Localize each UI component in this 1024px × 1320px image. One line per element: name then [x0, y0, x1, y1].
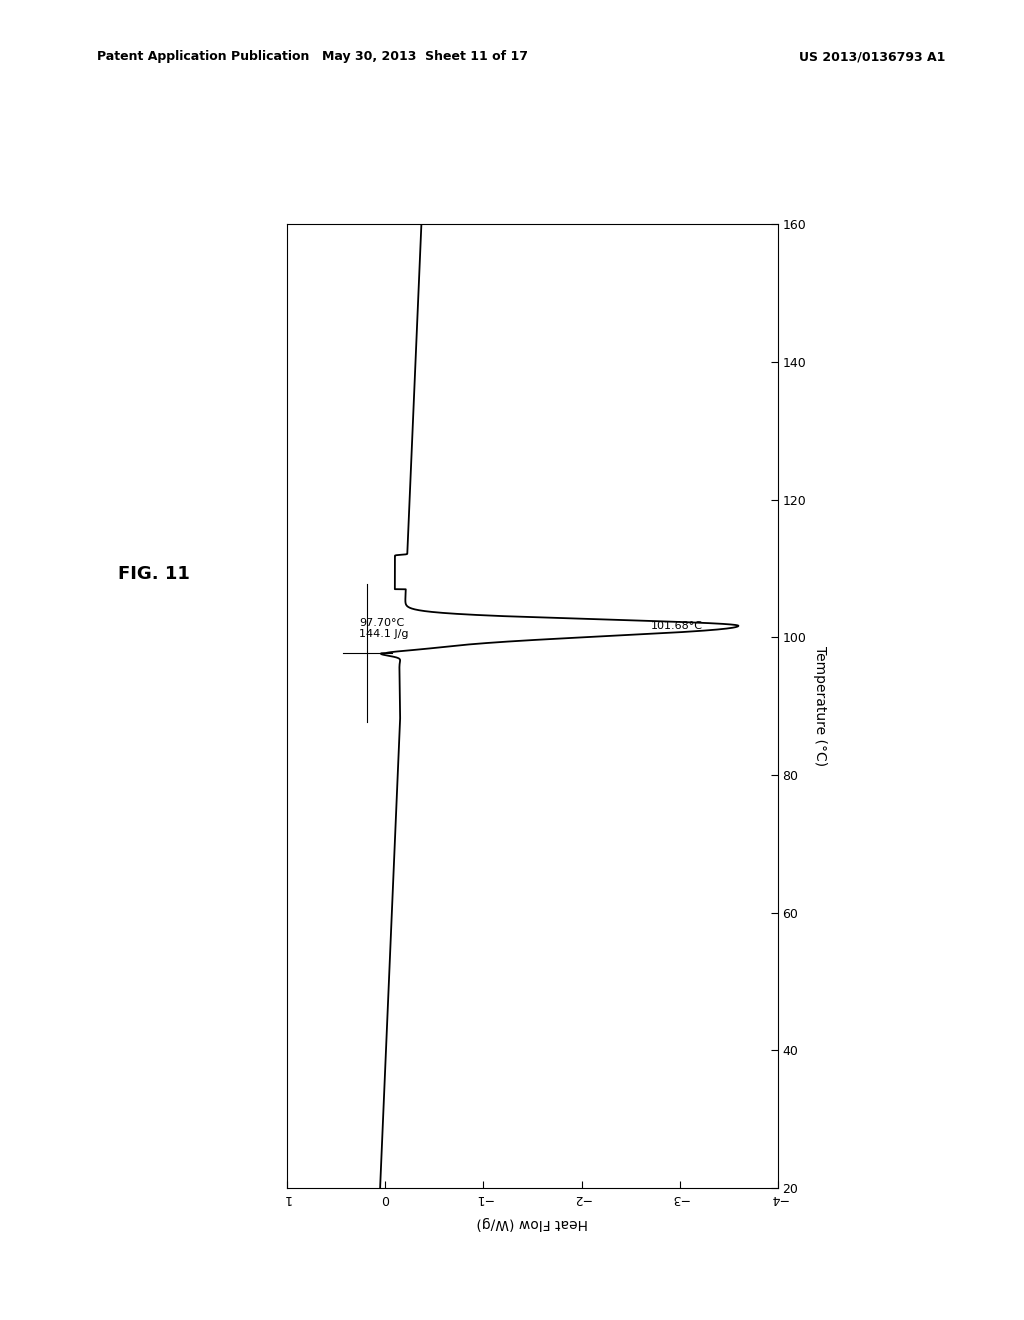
- Text: Patent Application Publication: Patent Application Publication: [97, 50, 309, 63]
- X-axis label: Heat Flow (W/g): Heat Flow (W/g): [476, 1216, 589, 1230]
- Text: 97.70°C
144.1 J/g: 97.70°C 144.1 J/g: [359, 618, 409, 639]
- Y-axis label: Temperature (°C): Temperature (°C): [813, 645, 827, 767]
- Text: US 2013/0136793 A1: US 2013/0136793 A1: [799, 50, 945, 63]
- Text: FIG. 11: FIG. 11: [118, 565, 189, 583]
- Text: May 30, 2013  Sheet 11 of 17: May 30, 2013 Sheet 11 of 17: [322, 50, 528, 63]
- Text: 101.68°C: 101.68°C: [650, 620, 702, 631]
